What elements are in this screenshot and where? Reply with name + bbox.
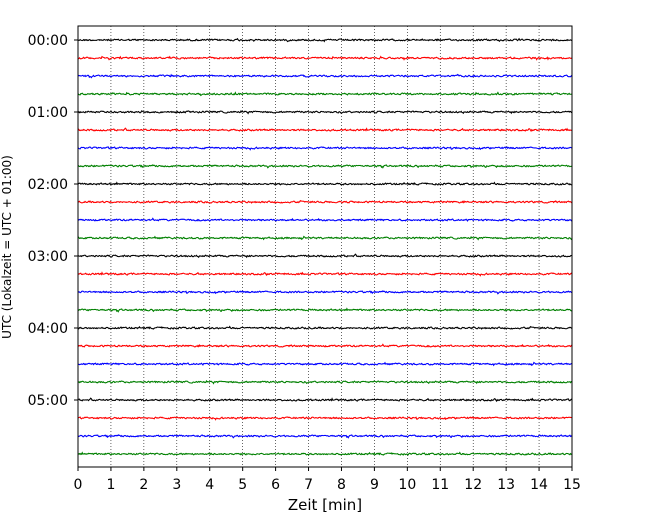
trace-05-00 bbox=[77, 397, 573, 403]
x-tick-label-10: 10 bbox=[398, 477, 416, 493]
trace-02-00 bbox=[77, 181, 573, 186]
x-tick-label-0: 0 bbox=[74, 477, 83, 493]
trace-05-45 bbox=[77, 451, 573, 456]
trace-02-45 bbox=[77, 235, 573, 241]
x-tick-label-3: 3 bbox=[172, 477, 181, 493]
trace-03-30 bbox=[77, 290, 573, 295]
trace-01-45 bbox=[77, 164, 573, 169]
x-tick-label-12: 12 bbox=[464, 477, 482, 493]
trace-04-00 bbox=[77, 325, 573, 330]
trace-03-15 bbox=[77, 271, 573, 277]
x-tick-label-9: 9 bbox=[370, 477, 379, 493]
x-tick-label-11: 11 bbox=[431, 477, 449, 493]
x-tick-label-15: 15 bbox=[563, 477, 581, 493]
trace-03-45 bbox=[77, 307, 573, 313]
y-tick-label-1: 01:00 bbox=[28, 105, 68, 121]
trace-03-00 bbox=[77, 253, 573, 259]
trace-group bbox=[77, 37, 573, 456]
x-axis-label: Zeit [min] bbox=[288, 496, 362, 514]
trace-02-30 bbox=[77, 217, 573, 222]
y-tick-label-4: 04:00 bbox=[28, 321, 68, 337]
plot-frame bbox=[77, 25, 573, 468]
x-tick-label-6: 6 bbox=[271, 477, 280, 493]
trace-04-15 bbox=[77, 343, 573, 348]
x-tick-label-1: 1 bbox=[106, 477, 115, 493]
trace-00-15 bbox=[77, 55, 573, 61]
trace-01-30 bbox=[77, 146, 573, 151]
trace-05-30 bbox=[77, 434, 573, 439]
trace-00-45 bbox=[77, 91, 573, 97]
y-tick-label-0: 00:00 bbox=[28, 33, 68, 49]
y-tick-label-2: 02:00 bbox=[28, 177, 68, 193]
trace-05-15 bbox=[77, 416, 573, 421]
x-tick-label-2: 2 bbox=[139, 477, 148, 493]
y-tick-label-3: 03:00 bbox=[28, 249, 68, 265]
x-axis: 0 1 2 3 4 5 6 7 8 9 10 11 12 13 14 15 bbox=[74, 467, 581, 493]
x-tick-label-13: 13 bbox=[497, 477, 515, 493]
trace-00-30 bbox=[77, 73, 573, 79]
y-tick-label-5: 05:00 bbox=[28, 393, 68, 409]
trace-04-30 bbox=[77, 361, 573, 367]
trace-02-15 bbox=[77, 199, 573, 204]
trace-00-00 bbox=[77, 37, 573, 43]
trace-04-45 bbox=[77, 379, 573, 385]
x-tick-label-8: 8 bbox=[337, 477, 346, 493]
x-tick-label-7: 7 bbox=[304, 477, 313, 493]
x-tick-label-14: 14 bbox=[530, 477, 548, 493]
x-tick-label-4: 4 bbox=[205, 477, 214, 493]
trace-01-00 bbox=[77, 109, 573, 115]
x-tick-label-5: 5 bbox=[238, 477, 247, 493]
y-axis-label: UTC (Lokalzeit = UTC + 01:00) bbox=[0, 155, 14, 339]
y-axis: 00:00 01:00 02:00 03:00 04:00 05:00 bbox=[28, 33, 78, 409]
trace-01-15 bbox=[77, 127, 573, 133]
